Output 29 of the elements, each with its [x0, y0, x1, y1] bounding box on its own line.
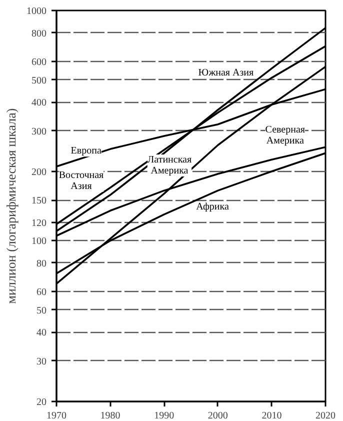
x-tick-label: 1990: [154, 410, 174, 421]
y-tick-label: 150: [32, 196, 46, 207]
y-tick-label: 50: [36, 305, 46, 316]
series-label: Северная Америка: [265, 124, 306, 146]
x-tick-label: 2000: [208, 410, 228, 421]
y-tick-label: 120: [32, 218, 46, 229]
series-label: Восточная Азия: [58, 170, 104, 192]
y-tick-label: 40: [36, 328, 46, 339]
y-tick-label: 300: [32, 126, 46, 138]
series-label: Латинская Америка: [147, 154, 192, 177]
y-tick-label: 200: [32, 166, 46, 178]
series-label: Европа: [70, 146, 102, 157]
y-tick-label: 60: [36, 287, 46, 298]
x-tick-label: 1980: [100, 410, 120, 421]
y-tick-label: 600: [32, 57, 46, 68]
y-tick-label: 1000: [26, 6, 46, 17]
x-tick-label: 2010: [262, 410, 282, 421]
y-axis-title: миллион (логарифмическая шкала): [4, 108, 18, 304]
y-tick-label: 20: [36, 397, 46, 408]
y-tick-label: 400: [32, 98, 46, 109]
y-tick-label: 800: [32, 28, 46, 40]
series-label: Южная Азия: [198, 68, 254, 79]
y-tick-label: 500: [32, 75, 46, 86]
x-tick-label: 2020: [316, 410, 336, 421]
y-tick-label: 30: [36, 356, 46, 368]
series-label: Африка: [196, 202, 230, 213]
y-tick-label: 100: [32, 236, 46, 248]
y-tick-label: 80: [36, 258, 46, 270]
x-tick-label: 1970: [46, 410, 66, 421]
